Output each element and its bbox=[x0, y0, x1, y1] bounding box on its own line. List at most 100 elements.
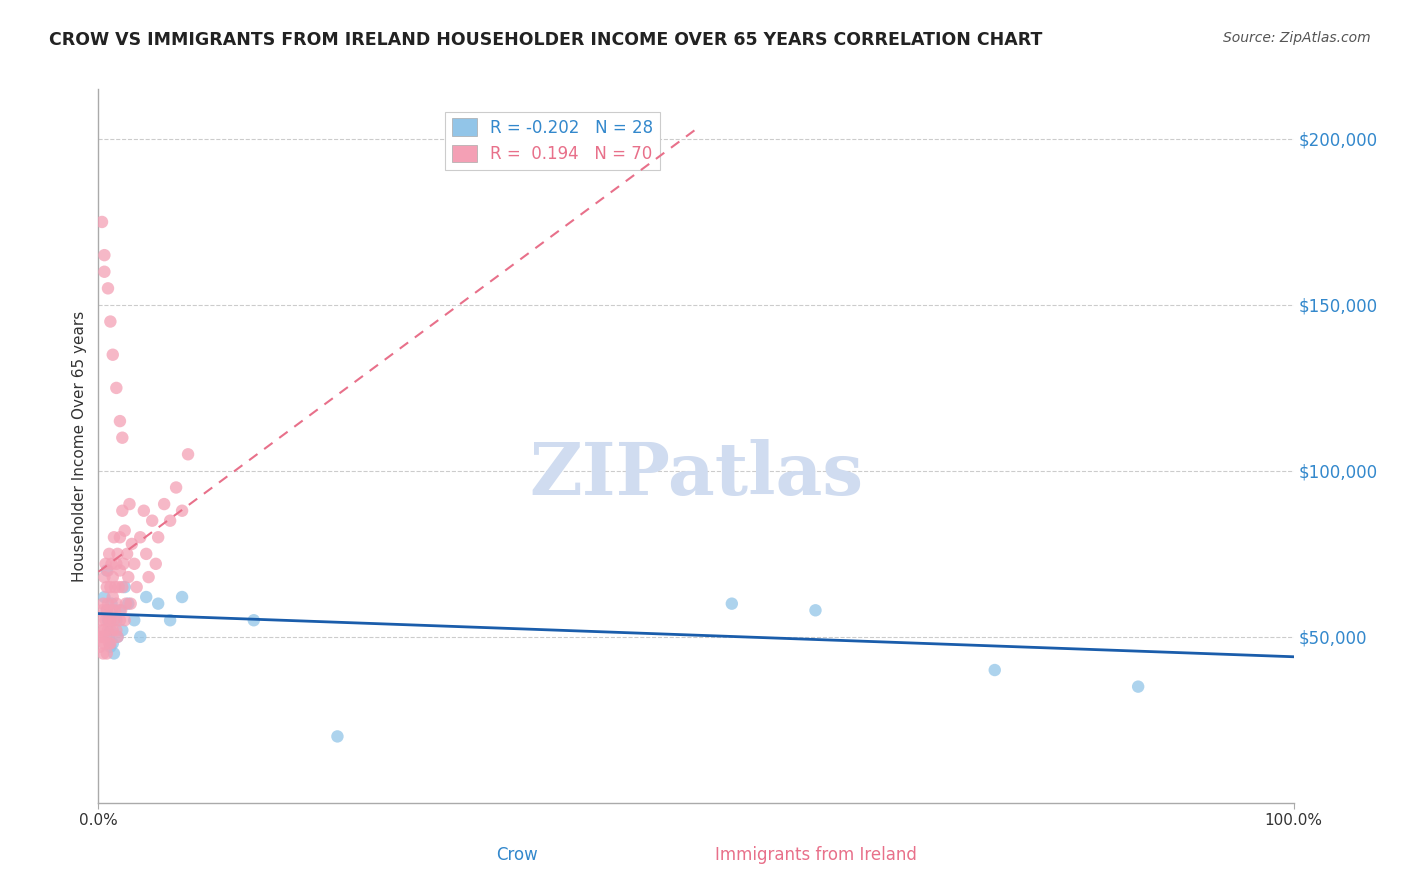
Point bbox=[135, 547, 157, 561]
Point bbox=[111, 504, 134, 518]
Point bbox=[96, 647, 118, 661]
Point bbox=[172, 504, 194, 518]
Point bbox=[111, 431, 134, 445]
Point bbox=[159, 514, 181, 528]
Point bbox=[90, 613, 112, 627]
Point bbox=[97, 613, 120, 627]
Point bbox=[145, 557, 167, 571]
Point bbox=[108, 414, 131, 428]
Point bbox=[96, 564, 118, 578]
Point bbox=[96, 603, 118, 617]
Point bbox=[141, 514, 163, 528]
Point bbox=[115, 547, 138, 561]
Point bbox=[125, 580, 148, 594]
Text: CROW VS IMMIGRANTS FROM IRELAND HOUSEHOLDER INCOME OVER 65 YEARS CORRELATION CHA: CROW VS IMMIGRANTS FROM IRELAND HOUSEHOL… bbox=[49, 31, 1043, 49]
Point bbox=[105, 557, 128, 571]
Point bbox=[165, 481, 187, 495]
Point bbox=[98, 613, 122, 627]
Point bbox=[101, 624, 124, 638]
Point bbox=[121, 537, 143, 551]
Point bbox=[124, 557, 146, 571]
Point bbox=[97, 597, 120, 611]
Point bbox=[111, 624, 134, 638]
Point bbox=[105, 624, 128, 638]
Point bbox=[148, 530, 170, 544]
Point bbox=[94, 557, 117, 571]
Point bbox=[96, 580, 118, 594]
Text: Crow: Crow bbox=[496, 846, 537, 863]
Point bbox=[96, 603, 118, 617]
Point bbox=[94, 630, 117, 644]
Point bbox=[114, 580, 136, 594]
Point bbox=[105, 613, 128, 627]
Point bbox=[108, 603, 131, 617]
Point bbox=[120, 597, 142, 611]
Point bbox=[101, 348, 124, 362]
Point bbox=[107, 630, 129, 644]
Point bbox=[91, 603, 114, 617]
Point bbox=[98, 636, 122, 650]
Point bbox=[98, 640, 122, 654]
Point bbox=[110, 603, 132, 617]
Point bbox=[108, 613, 131, 627]
Point bbox=[91, 630, 114, 644]
Point bbox=[93, 624, 115, 638]
Point bbox=[984, 663, 1007, 677]
Text: ZIPatlas: ZIPatlas bbox=[529, 439, 863, 510]
Point bbox=[91, 647, 114, 661]
Point bbox=[103, 647, 125, 661]
Point bbox=[100, 557, 122, 571]
Point bbox=[105, 597, 128, 611]
Legend: R = -0.202   N = 28, R =  0.194   N = 70: R = -0.202 N = 28, R = 0.194 N = 70 bbox=[446, 112, 659, 169]
Point bbox=[153, 497, 176, 511]
Point bbox=[94, 613, 117, 627]
Point bbox=[243, 613, 266, 627]
Point bbox=[107, 580, 129, 594]
Point bbox=[129, 630, 152, 644]
Point bbox=[111, 580, 134, 594]
Point bbox=[101, 570, 124, 584]
Point bbox=[1128, 680, 1150, 694]
Point bbox=[132, 504, 155, 518]
Point bbox=[90, 630, 112, 644]
Point bbox=[98, 630, 121, 644]
Point bbox=[91, 597, 114, 611]
Point bbox=[100, 603, 122, 617]
Point bbox=[124, 613, 146, 627]
Point bbox=[93, 636, 115, 650]
Point bbox=[98, 547, 121, 561]
Point bbox=[135, 590, 157, 604]
Point bbox=[98, 580, 122, 594]
Point bbox=[97, 281, 120, 295]
Text: Immigrants from Ireland: Immigrants from Ireland bbox=[714, 846, 917, 863]
Point bbox=[98, 613, 121, 627]
Point bbox=[91, 624, 114, 638]
Point bbox=[93, 570, 115, 584]
Point bbox=[104, 580, 127, 594]
Point bbox=[101, 590, 124, 604]
Point bbox=[115, 597, 138, 611]
Point bbox=[103, 530, 125, 544]
Point bbox=[107, 547, 129, 561]
Point bbox=[159, 613, 181, 627]
Point bbox=[108, 530, 131, 544]
Point bbox=[804, 603, 827, 617]
Point bbox=[177, 447, 200, 461]
Text: Source: ZipAtlas.com: Source: ZipAtlas.com bbox=[1223, 31, 1371, 45]
Point bbox=[129, 530, 152, 544]
Point bbox=[91, 215, 114, 229]
Point bbox=[104, 603, 127, 617]
Point bbox=[138, 570, 160, 584]
Point bbox=[98, 314, 122, 328]
Y-axis label: Householder Income Over 65 years: Householder Income Over 65 years bbox=[72, 310, 87, 582]
Point bbox=[107, 630, 129, 644]
Point bbox=[118, 497, 141, 511]
Point bbox=[93, 590, 115, 604]
Point bbox=[93, 248, 115, 262]
Point bbox=[97, 624, 120, 638]
Point bbox=[117, 597, 139, 611]
Point bbox=[98, 624, 122, 638]
Point bbox=[117, 570, 139, 584]
Point bbox=[100, 597, 122, 611]
Point bbox=[101, 636, 124, 650]
